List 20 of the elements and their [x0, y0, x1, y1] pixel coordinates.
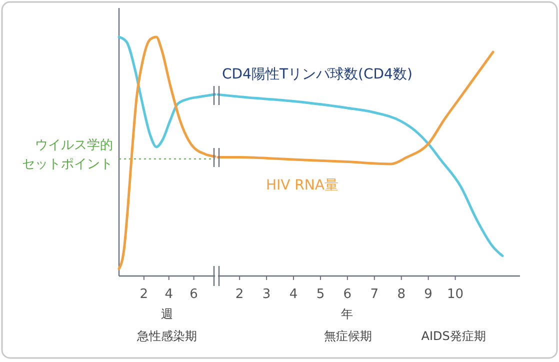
x-tick-label: 5 — [316, 287, 325, 302]
x-tick-label: 8 — [397, 287, 406, 302]
x-axis-title: 週 — [161, 307, 173, 321]
text: 急性感染期 — [136, 329, 197, 343]
text: 無症候期 — [324, 329, 372, 343]
x-axis-title: 年 — [341, 307, 353, 321]
x-tick-label: 6 — [343, 287, 352, 302]
series-label: CD4陽性Tリンパ球数(CD4数) — [222, 66, 412, 83]
x-tick-label: 4 — [289, 287, 298, 302]
x-tick-label: 4 — [164, 287, 174, 302]
x-tick-label: 6 — [190, 287, 198, 302]
series-label: HIV RNA量 — [266, 177, 338, 194]
text: AIDS発症期 — [421, 329, 486, 343]
x-tick-label: 9 — [424, 287, 432, 302]
x-tick-label: 7 — [370, 287, 379, 302]
x-tick-label: 2 — [140, 287, 148, 302]
x-tick-label: 2 — [235, 287, 244, 302]
ref-line-label: ウイルス学的セットポイント — [22, 138, 113, 172]
x-tick-label: 3 — [262, 287, 271, 302]
x-tick-label: 10 — [447, 287, 464, 302]
